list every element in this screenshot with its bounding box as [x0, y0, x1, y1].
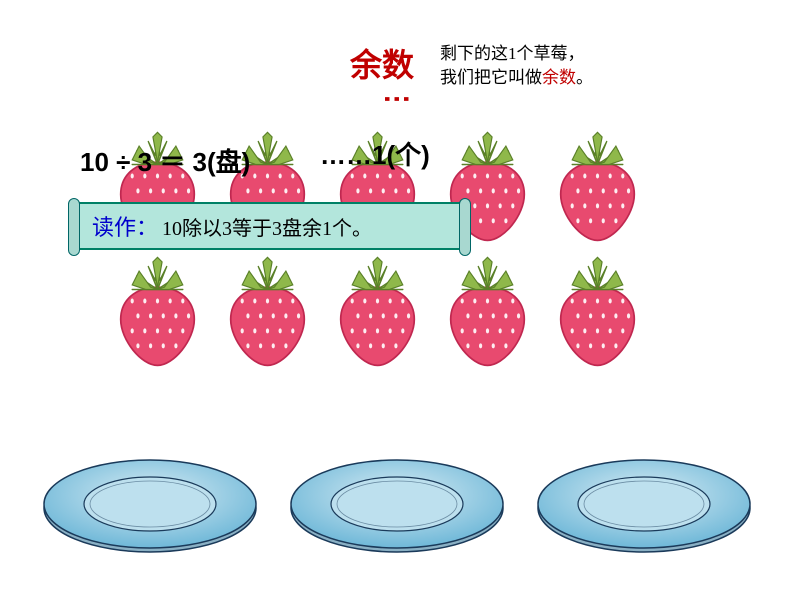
- callout-label: 读作：: [92, 210, 158, 242]
- strawberry: [330, 255, 425, 370]
- strawberry-icon: [550, 255, 645, 370]
- scroll-decoration-right: [459, 198, 471, 256]
- strawberry: [110, 255, 205, 370]
- strawberry-icon: [550, 130, 645, 245]
- plate: [287, 456, 507, 556]
- strawberry-icon: [440, 255, 535, 370]
- strawberry: [440, 255, 535, 370]
- note-highlight: 余数: [542, 68, 576, 87]
- reading-callout: 读作： 10除以3等于3盘余1个。: [72, 202, 467, 250]
- plate-icon: [40, 456, 260, 556]
- callout-text: 10除以3等于3盘余1个。: [162, 212, 372, 241]
- note-line1: 剩下的这1个草莓，: [440, 44, 585, 63]
- strawberry-icon: [330, 255, 425, 370]
- plate: [40, 456, 260, 556]
- plate-row: [40, 456, 754, 556]
- strawberry-icon: [220, 255, 315, 370]
- note-line2c: 。: [576, 68, 593, 87]
- strawberry-icon: [110, 255, 205, 370]
- strawberry: [550, 130, 645, 245]
- note-line2a: 我们把它叫做: [440, 68, 542, 87]
- vertical-dots: ⋮: [380, 85, 413, 111]
- plate-icon: [287, 456, 507, 556]
- equation-remainder: ……1(个): [320, 135, 430, 172]
- plate: [534, 456, 754, 556]
- scroll-decoration-left: [68, 198, 80, 256]
- equation-main: 10 ÷ 3 ＝ 3(盘): [80, 142, 250, 179]
- plate-icon: [534, 456, 754, 556]
- strawberry: [220, 255, 315, 370]
- strawberry: [550, 255, 645, 370]
- remainder-note: 剩下的这1个草莓， 我们把它叫做余数。: [440, 42, 593, 90]
- remainder-title: 余数: [350, 40, 414, 86]
